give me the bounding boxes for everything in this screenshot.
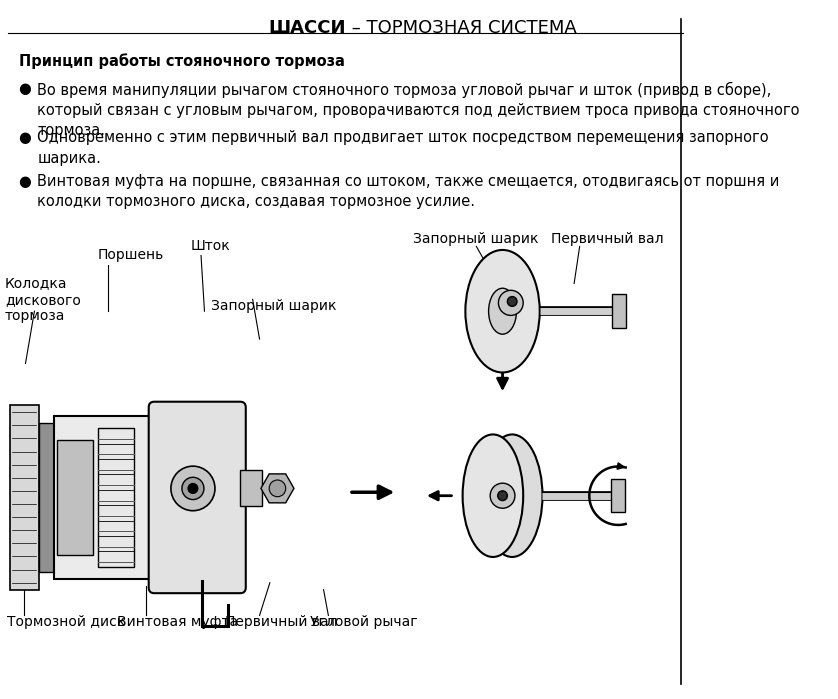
Ellipse shape — [489, 288, 516, 334]
Text: Первичный вал: Первичный вал — [551, 233, 664, 247]
Bar — [54, 416, 154, 579]
Circle shape — [498, 491, 507, 500]
Bar — [39, 423, 54, 572]
Text: Во время манипуляции рычагом стояночного тормоза угловой рычаг и шток (привод в : Во время манипуляции рычагом стояночного… — [37, 82, 799, 138]
Bar — [10, 405, 39, 590]
Text: Одновременно с этим первичный вал продвигает шток посредством перемещения запорн: Одновременно с этим первичный вал продви… — [37, 130, 768, 166]
Text: Шток: Шток — [191, 240, 230, 254]
Text: ●: ● — [18, 174, 30, 189]
Text: Винтовая муфта: Винтовая муфта — [117, 615, 238, 630]
Text: ●: ● — [18, 130, 30, 145]
Bar — [98, 428, 133, 567]
Text: Первичный вал: Первичный вал — [225, 615, 338, 630]
Text: ШАССИ: ШАССИ — [268, 19, 345, 37]
Text: ●: ● — [18, 82, 30, 96]
Circle shape — [269, 480, 286, 497]
Text: Запорный шарик: Запорный шарик — [413, 233, 539, 247]
Bar — [57, 440, 93, 555]
Text: Тормозной диск: Тормозной диск — [7, 615, 125, 630]
Bar — [611, 479, 625, 512]
Circle shape — [171, 466, 215, 511]
Circle shape — [499, 290, 523, 315]
Ellipse shape — [465, 250, 540, 373]
FancyBboxPatch shape — [148, 402, 246, 593]
Bar — [612, 294, 626, 328]
Text: – ТОРМОЗНАЯ СИСТЕМА: – ТОРМОЗНАЯ СИСТЕМА — [345, 19, 577, 37]
Circle shape — [507, 296, 517, 306]
Circle shape — [188, 484, 198, 493]
Ellipse shape — [482, 435, 542, 557]
Text: Колодка
дискового
тормоза: Колодка дискового тормоза — [5, 276, 80, 323]
Ellipse shape — [463, 435, 523, 557]
Circle shape — [182, 477, 204, 500]
Polygon shape — [261, 474, 294, 503]
Bar — [241, 470, 262, 507]
Text: Запорный шарик: Запорный шарик — [211, 299, 337, 313]
Text: Принцип работы стояночного тормоза: Принцип работы стояночного тормоза — [18, 54, 344, 69]
Circle shape — [490, 483, 515, 508]
Text: Угловой рычаг: Угловой рычаг — [310, 615, 417, 630]
Text: Винтовая муфта на поршне, связанная со штоком, также смещается, отодвигаясь от п: Винтовая муфта на поршне, связанная со ш… — [37, 174, 779, 210]
Text: Поршень: Поршень — [98, 248, 164, 262]
